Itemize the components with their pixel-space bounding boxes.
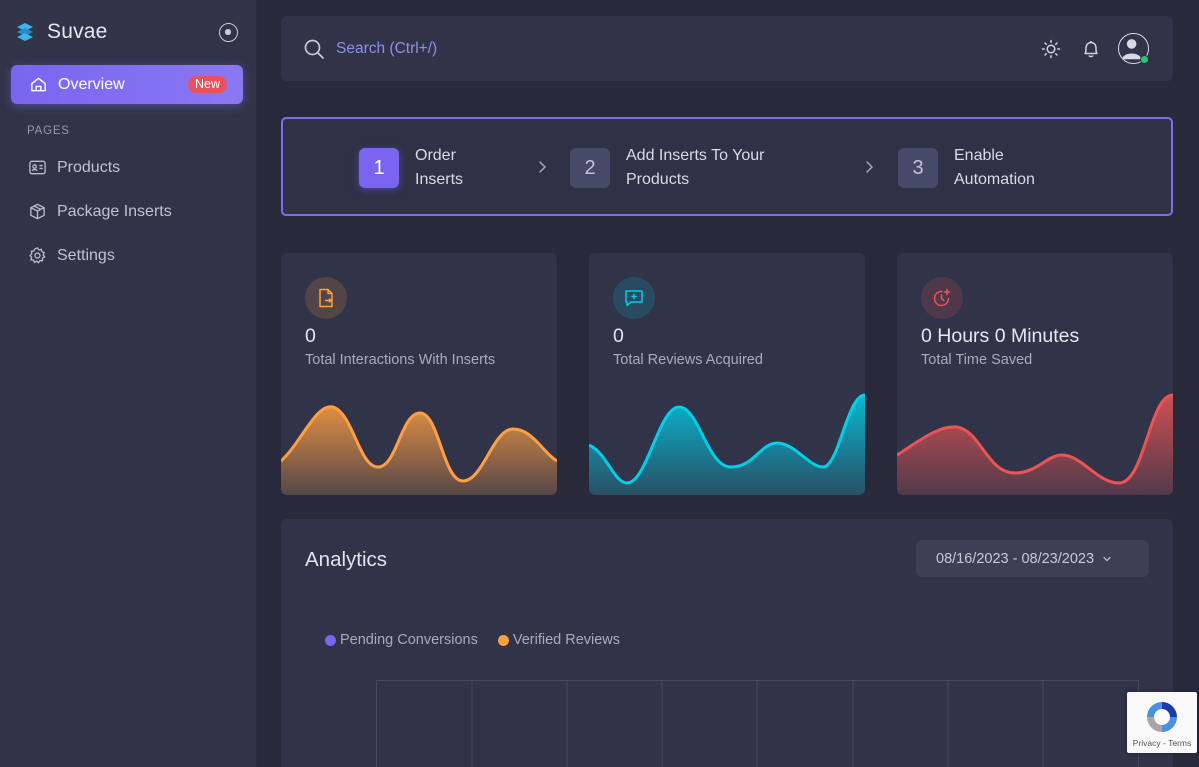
legend-label: Verified Reviews bbox=[512, 632, 621, 648]
suvae-logo-icon bbox=[17, 23, 33, 41]
onboarding-stepper: 1 Order Inserts 2 Add Inserts To Your Pr… bbox=[281, 117, 1173, 216]
sidebar-item-label: Overview bbox=[58, 75, 125, 93]
interactions-sparkline bbox=[281, 405, 557, 495]
reviews-sparkline bbox=[589, 393, 865, 495]
time-saved-sparkline bbox=[897, 393, 1173, 495]
sidebar-toggle-icon[interactable] bbox=[219, 23, 238, 42]
stat-card-time-saved: 0 Hours 0 Minutes Total Time Saved bbox=[897, 253, 1173, 495]
document-export-icon bbox=[305, 277, 347, 319]
stat-label: Total Interactions With Inserts bbox=[305, 352, 496, 368]
step-add-inserts[interactable]: 2 Add Inserts To Your Products bbox=[570, 147, 796, 192]
chart-legend: Pending Conversions Verified Reviews bbox=[325, 632, 640, 648]
recaptcha-badge[interactable]: Privacy - Terms bbox=[1127, 692, 1197, 753]
stat-value: 0 bbox=[305, 325, 316, 347]
legend-marker bbox=[497, 634, 509, 646]
chevron-right-icon bbox=[866, 161, 874, 173]
step-order-inserts[interactable]: 1 Order Inserts bbox=[359, 147, 505, 192]
step-number: 3 bbox=[898, 148, 938, 188]
step-enable-automation[interactable]: 3 Enable Automation bbox=[898, 147, 1064, 192]
stat-label: Total Reviews Acquired bbox=[613, 352, 763, 368]
box-icon bbox=[30, 203, 45, 220]
analytics-title: Analytics bbox=[305, 548, 388, 571]
sidebar-section-title: PAGES bbox=[27, 125, 70, 137]
user-icon bbox=[1121, 39, 1142, 60]
stat-card-interactions: 0 Total Interactions With Inserts bbox=[281, 253, 557, 495]
date-range-picker[interactable]: 08/16/2023 - 08/23/2023 bbox=[916, 540, 1149, 577]
bell-icon[interactable] bbox=[1080, 38, 1102, 60]
brand-name: Suvae bbox=[47, 20, 108, 43]
stat-card-reviews: 0 Total Reviews Acquired bbox=[589, 253, 865, 495]
step-label: Enable Automation bbox=[954, 147, 1035, 188]
sidebar-item-overview[interactable]: Overview New bbox=[11, 65, 243, 104]
sidebar-item-products[interactable]: Products bbox=[28, 158, 120, 177]
legend-marker bbox=[325, 634, 336, 646]
stat-value: 0 Hours 0 Minutes bbox=[921, 325, 1080, 347]
new-badge: New bbox=[187, 76, 227, 93]
sidebar-item-settings[interactable]: Settings bbox=[28, 246, 115, 265]
step-label: Add Inserts To Your Products bbox=[626, 147, 765, 188]
clock-plus-icon bbox=[921, 277, 963, 319]
analytics-card: Analytics 08/16/2023 - 08/23/2023 Pendin… bbox=[281, 519, 1173, 767]
recaptcha-links[interactable]: Privacy - Terms bbox=[1132, 738, 1192, 748]
chevron-down-icon bbox=[1103, 556, 1111, 561]
date-range-value: 08/16/2023 - 08/23/2023 bbox=[936, 550, 1095, 567]
message-plus-icon bbox=[613, 277, 655, 319]
analytics-chart-grid bbox=[376, 680, 1139, 767]
recaptcha-icon bbox=[1147, 702, 1177, 732]
stat-label: Total Time Saved bbox=[921, 352, 1033, 368]
sidebar-item-label: Package Inserts bbox=[57, 202, 172, 220]
home-icon bbox=[31, 77, 46, 92]
sidebar-item-package-inserts[interactable]: Package Inserts bbox=[28, 202, 172, 221]
user-avatar[interactable] bbox=[1118, 33, 1149, 64]
sidebar: Suvae Overview New PAGES Products Packag… bbox=[0, 0, 257, 767]
chevron-right-icon bbox=[539, 161, 547, 173]
sidebar-item-label: Products bbox=[57, 158, 121, 176]
search-icon[interactable] bbox=[303, 38, 325, 60]
top-bar bbox=[281, 16, 1173, 81]
sun-icon[interactable] bbox=[1040, 38, 1062, 60]
step-number: 1 bbox=[359, 148, 399, 188]
id-card-icon bbox=[29, 160, 46, 175]
sidebar-item-label: Settings bbox=[57, 246, 115, 264]
step-number: 2 bbox=[570, 148, 610, 188]
gear-icon bbox=[29, 247, 46, 264]
legend-item-verified-reviews[interactable]: Verified Reviews bbox=[497, 632, 621, 648]
legend-item-pending-conversions[interactable]: Pending Conversions bbox=[325, 632, 478, 648]
legend-label: Pending Conversions bbox=[340, 632, 478, 648]
online-status-dot bbox=[1140, 55, 1149, 64]
search-input[interactable] bbox=[336, 37, 736, 61]
step-label: Order Inserts bbox=[415, 147, 464, 188]
stat-value: 0 bbox=[613, 325, 624, 347]
brand[interactable]: Suvae bbox=[14, 20, 108, 44]
